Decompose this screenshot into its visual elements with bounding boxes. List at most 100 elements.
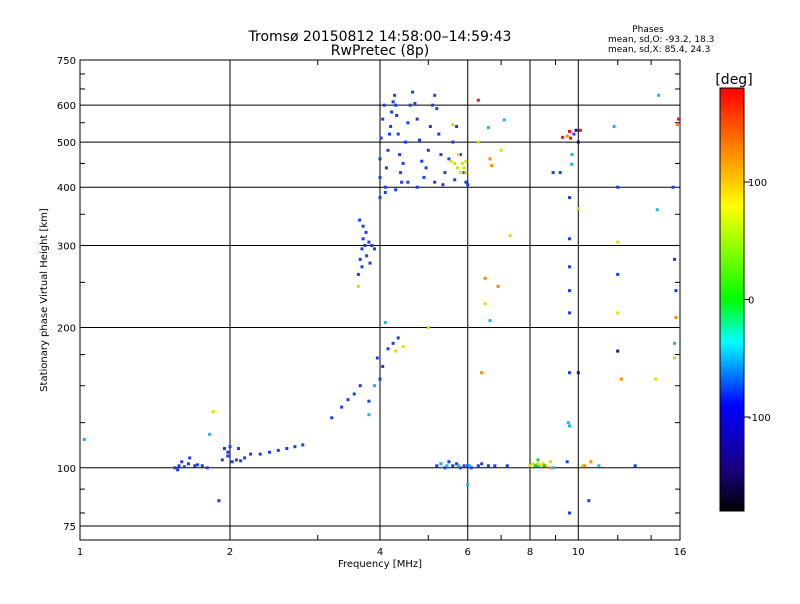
data-point (422, 175, 426, 179)
x-tick-label: 6 (465, 547, 471, 558)
data-point (176, 468, 180, 472)
data-point (239, 459, 243, 463)
data-point (466, 483, 470, 487)
data-point (411, 90, 415, 94)
data-point (458, 171, 462, 175)
data-point (439, 153, 443, 157)
data-point (453, 161, 457, 165)
data-point (301, 443, 305, 447)
data-point (455, 166, 459, 170)
x-tick-label: 2 (227, 547, 233, 558)
data-point (570, 162, 574, 166)
data-point (431, 103, 435, 107)
data-point (674, 289, 678, 293)
x-tick-label: 1 (77, 547, 83, 558)
data-point (390, 110, 394, 114)
data-point (358, 257, 362, 261)
data-point (616, 240, 620, 244)
data-point (386, 148, 390, 152)
data-point (352, 392, 356, 396)
data-point (576, 207, 580, 211)
data-point (234, 458, 238, 462)
data-point (469, 466, 473, 470)
data-point (433, 180, 437, 184)
data-point (435, 107, 439, 111)
data-point (673, 356, 676, 360)
data-point (566, 421, 570, 425)
data-point (193, 464, 197, 468)
data-point (177, 464, 181, 468)
data-point (558, 171, 562, 175)
data-point (570, 153, 574, 157)
data-point (285, 447, 289, 450)
data-point (437, 132, 441, 136)
data-point (418, 138, 421, 142)
stats-heading: Phases (632, 25, 664, 35)
data-point (476, 98, 480, 102)
data-point (394, 103, 398, 107)
data-point (476, 464, 480, 468)
colorbar-tick-label: 100 (748, 178, 767, 189)
data-point (420, 159, 424, 163)
data-point (549, 460, 553, 464)
data-point (483, 276, 487, 280)
data-points (82, 90, 681, 515)
data-point (82, 438, 86, 441)
data-point (361, 237, 365, 241)
grid-lines (80, 60, 680, 540)
data-point (568, 129, 571, 133)
data-point (258, 452, 262, 456)
data-point (576, 140, 580, 144)
data-point (655, 208, 659, 212)
data-point (237, 447, 240, 450)
data-point (401, 345, 405, 349)
x-tick-label: 4 (377, 547, 383, 558)
data-point (364, 230, 368, 234)
data-point (619, 377, 623, 381)
data-point (383, 190, 387, 194)
y-tick-label: 75 (63, 522, 76, 533)
axis-ticks: 1 2 4 6 8 10 16 75 100 200 300 400 500 600 750 (57, 56, 686, 558)
data-point (415, 185, 419, 189)
y-tick-label: 100 (57, 464, 76, 475)
data-point (476, 140, 480, 144)
data-point (443, 466, 447, 470)
data-point (490, 164, 494, 168)
data-point (367, 413, 371, 417)
data-point (449, 159, 453, 163)
data-point (673, 257, 676, 261)
data-point (483, 302, 487, 306)
data-point (589, 460, 593, 464)
data-point (677, 117, 681, 121)
stats-line-o: mean, sd,O: -93.2, 18.3 (608, 35, 714, 45)
data-point (340, 405, 344, 409)
data-point (383, 185, 387, 189)
data-point (404, 140, 407, 144)
data-point (445, 464, 449, 468)
colorbar-label: [deg] (715, 72, 752, 88)
data-point (565, 460, 569, 464)
data-point (173, 466, 177, 470)
data-point (391, 100, 395, 104)
chart-subtitle: RwPretec (8p) (331, 43, 429, 59)
data-point (293, 445, 297, 449)
data-point (578, 128, 582, 132)
data-point (433, 93, 437, 97)
data-point (616, 311, 620, 315)
data-point (205, 466, 209, 470)
data-point (493, 464, 497, 468)
data-point (406, 180, 410, 184)
data-point (367, 240, 371, 244)
data-point (499, 148, 503, 152)
data-point (180, 460, 184, 464)
data-point (443, 171, 447, 175)
data-point (360, 247, 364, 251)
data-point (220, 458, 224, 462)
data-point (406, 121, 410, 125)
data-point (457, 153, 460, 157)
data-point (249, 452, 253, 456)
data-point (426, 326, 430, 329)
data-point (230, 460, 234, 464)
data-point (346, 398, 350, 402)
